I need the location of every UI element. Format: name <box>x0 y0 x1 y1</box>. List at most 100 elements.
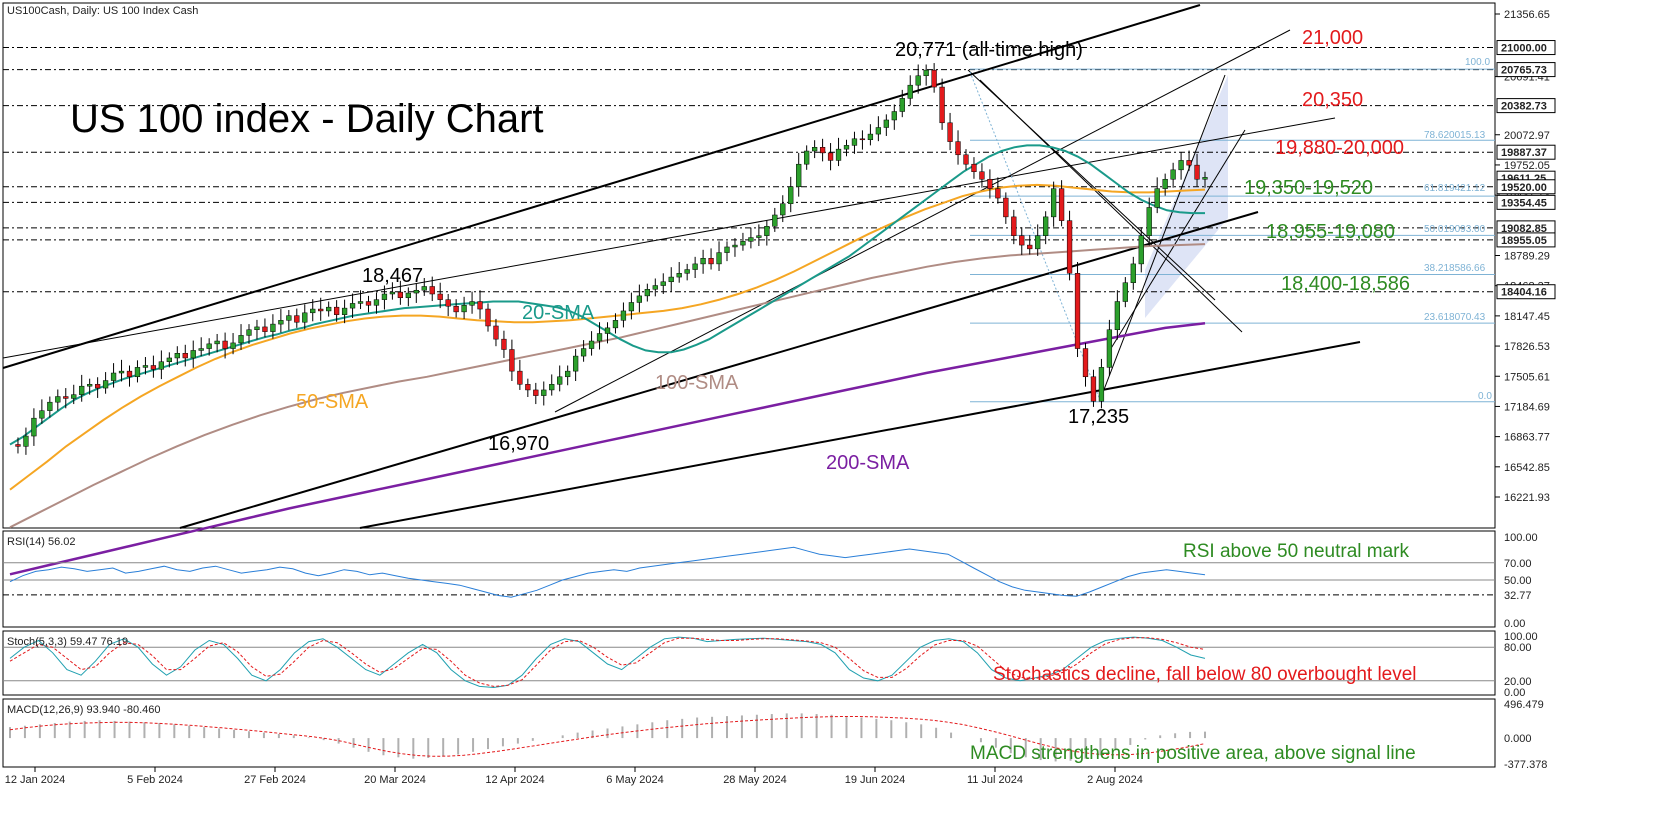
candle-body <box>891 111 897 121</box>
lower-channel-line <box>179 211 1259 529</box>
rsi-tick-label: 0.00 <box>1504 618 1525 630</box>
macd-tick-label: -377.378 <box>1504 759 1547 771</box>
candle-body <box>572 355 579 372</box>
fib-618: 61.819421.12 <box>1424 183 1486 194</box>
candle-body <box>1194 164 1200 180</box>
candle-body <box>979 171 985 180</box>
stoch-d-line <box>9 637 1206 687</box>
candle-body <box>118 370 125 374</box>
candle-body <box>381 293 388 300</box>
candle-body <box>588 340 595 349</box>
candle-body <box>79 385 85 395</box>
candle-body <box>1058 188 1065 221</box>
candle-body <box>333 306 340 315</box>
candles <box>15 63 1208 455</box>
candle-body <box>1074 273 1081 349</box>
candle-body <box>318 308 324 312</box>
price-tag-box <box>1496 62 1556 78</box>
candle-body <box>23 435 29 447</box>
fib-500: 50.019093.00 <box>1424 224 1486 235</box>
price-tag-label: 20382.73 <box>1501 101 1547 113</box>
macd-tick-label: 0.000 <box>1504 733 1532 745</box>
candle-body <box>1138 235 1144 265</box>
candle-body <box>87 384 93 387</box>
candle-body <box>166 357 172 362</box>
x-tick-label: 28 May 2024 <box>723 774 787 786</box>
candle-body <box>636 295 643 303</box>
candle-body <box>716 252 722 265</box>
candle-body <box>1066 220 1073 274</box>
candle-body <box>780 203 786 216</box>
candle-body <box>469 301 475 306</box>
trend-lines <box>2 4 1361 529</box>
candle-body <box>867 133 874 140</box>
candle-body <box>995 188 1001 199</box>
x-tick-label: 19 Jun 2024 <box>845 774 906 786</box>
label-sma200: 200-SMA <box>826 452 910 474</box>
candle-body <box>110 372 117 381</box>
y-tick-label: 17505.61 <box>1504 371 1550 383</box>
candle-body <box>102 380 109 389</box>
candle-body <box>628 302 635 312</box>
x-tick-label: 27 Feb 2024 <box>244 774 306 786</box>
candle-body <box>700 258 706 265</box>
candle-body <box>1114 301 1121 330</box>
candle-body <box>668 276 674 283</box>
macd-tick-label: 496.479 <box>1504 699 1544 711</box>
price-tag-label: 21000.00 <box>1501 43 1547 55</box>
y-tick-label: 21356.65 <box>1504 9 1550 21</box>
candle-body <box>955 141 961 156</box>
candle-body <box>1162 178 1168 189</box>
fib-0: 0.0 <box>1478 391 1492 402</box>
symbol-header: US100Cash, Daily: US 100 Index Cash <box>7 5 198 17</box>
candle-body <box>501 338 507 350</box>
label-sma20: 20-SMA <box>522 302 595 324</box>
price-tag-label: 19354.45 <box>1501 197 1547 209</box>
candle-body <box>1202 177 1208 180</box>
rsi-series: 100.00 70.00 50.00 32.77 0.00 <box>3 532 1538 630</box>
candle-body <box>445 299 451 307</box>
candle-body <box>851 138 858 146</box>
candle-body <box>190 350 196 359</box>
candle-body <box>453 305 459 313</box>
candle-body <box>1035 235 1041 250</box>
y-tick-label: 18147.45 <box>1504 311 1550 323</box>
candle-body <box>429 286 435 295</box>
candle-body <box>620 310 627 321</box>
candle-body <box>262 326 268 332</box>
stoch-tick-label: 20.00 <box>1504 676 1532 688</box>
candle-body <box>883 119 889 128</box>
candle-body <box>644 289 650 297</box>
main-pane <box>2 2 1496 529</box>
candle-body <box>302 312 308 323</box>
candle-body <box>310 308 316 314</box>
candle-body <box>238 335 244 344</box>
candle-body <box>708 258 714 265</box>
y-tick-label: 20072.97 <box>1504 130 1550 142</box>
candle-body <box>1043 216 1049 236</box>
candle-body <box>270 323 276 332</box>
annotation-aug-low: 17,235 <box>1068 406 1129 428</box>
support-18955: 18,955-19,080 <box>1266 221 1395 243</box>
price-tag-box <box>1496 284 1556 300</box>
candle-body <box>47 401 53 411</box>
candle-body <box>612 320 619 329</box>
support-18400: 18,400-18,586 <box>1281 273 1410 295</box>
price-tag-label: 19887.37 <box>1501 147 1547 159</box>
candle-body <box>326 306 332 312</box>
candle-body <box>1027 244 1033 250</box>
candle-body <box>947 122 953 142</box>
label-sma100: 100-SMA <box>655 372 739 394</box>
macd-series: 496.479 0.000 -377.378 <box>9 699 1547 771</box>
candle-body <box>63 396 69 399</box>
candle-body <box>286 315 292 321</box>
candle-body <box>931 69 937 88</box>
rsi-pane <box>2 530 1496 628</box>
candle-body <box>740 241 746 246</box>
candle-body <box>437 293 443 300</box>
candle-body <box>477 301 483 310</box>
macd-note: MACD strengthens in positive area, above… <box>970 743 1416 764</box>
candle-body <box>748 237 754 242</box>
candle-body <box>1098 367 1105 402</box>
